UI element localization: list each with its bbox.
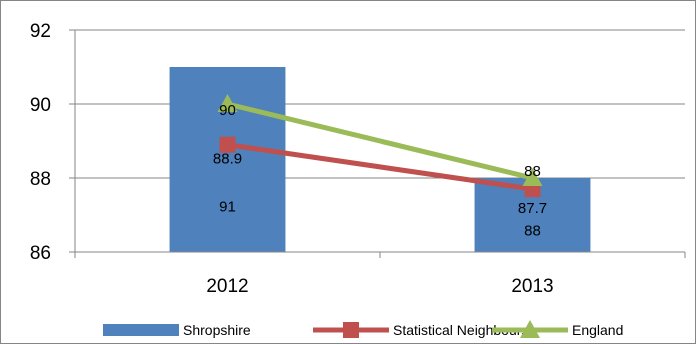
marker-triangle xyxy=(520,320,540,338)
y-tick-label: 86 xyxy=(30,243,51,264)
bar-data-label: 91 xyxy=(219,198,236,215)
legend-label: Statistical Neighbours xyxy=(393,322,528,338)
axes: 86 88 90 92 2012 2013 xyxy=(30,21,686,297)
marker-square xyxy=(343,322,359,338)
y-tick-label: 92 xyxy=(30,21,51,42)
series-line xyxy=(227,142,533,192)
x-tick-label: 2013 xyxy=(511,276,553,297)
line-series xyxy=(217,94,543,198)
legend-item: Statistical Neighbours xyxy=(313,322,528,338)
legend: Shropshire Statistical Neighbours England xyxy=(103,320,623,338)
marker-square xyxy=(219,136,236,153)
y-tick-label: 88 xyxy=(30,169,51,190)
line-data-label: 88 xyxy=(524,163,541,180)
legend-label: Shropshire xyxy=(183,322,251,338)
line-data-label: 87.7 xyxy=(518,200,547,217)
line-data-label: 88.9 xyxy=(213,151,242,168)
y-tick-label: 90 xyxy=(30,95,51,116)
gridlines xyxy=(75,29,685,179)
marker-triangle xyxy=(217,94,238,112)
marker-triangle xyxy=(522,168,543,186)
legend-swatch xyxy=(103,324,179,336)
legend-item: England xyxy=(492,320,623,338)
data-labels: 91 88 88.9 87.7 90 88 xyxy=(213,102,547,240)
line-data-label: 90 xyxy=(219,102,236,119)
x-tick-label: 2012 xyxy=(206,276,248,297)
legend-item: Shropshire xyxy=(103,322,251,338)
legend-label: England xyxy=(572,322,623,338)
series-line xyxy=(226,101,534,181)
bar-data-label: 88 xyxy=(524,223,541,240)
